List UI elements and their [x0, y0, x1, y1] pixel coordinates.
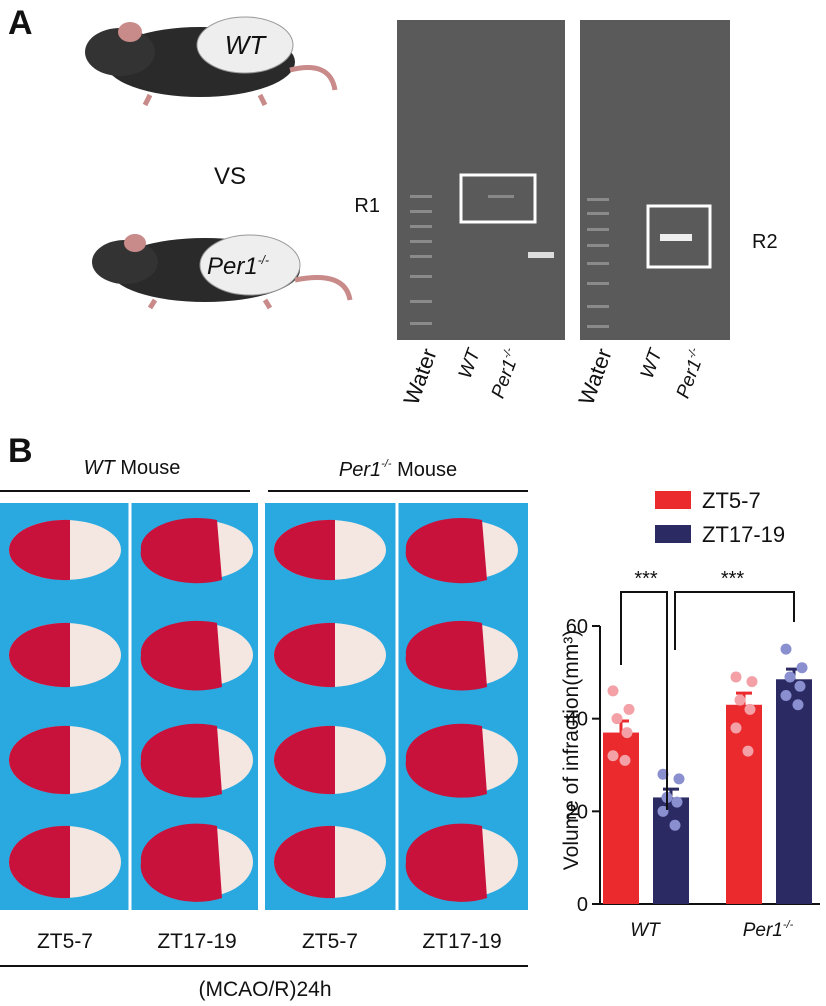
data-point [744, 703, 756, 715]
data-point [607, 750, 619, 762]
bar [776, 679, 812, 904]
y-tick-label: 0 [577, 894, 588, 916]
lane-label: Per1-/- [487, 346, 525, 401]
x-tick-label: Per1-/- [743, 919, 794, 941]
legend-swatch [655, 491, 691, 509]
data-point [742, 745, 754, 757]
group-label: Per1-/- Mouse [339, 458, 457, 481]
lane-label: Water [398, 345, 441, 408]
significance-label: *** [634, 568, 658, 590]
legend-label: ZT17-19 [702, 522, 785, 547]
data-point [657, 805, 669, 817]
legend-label: ZT5-7 [702, 488, 761, 513]
data-point [784, 671, 796, 683]
region-label: R1 [354, 195, 380, 217]
data-point [734, 694, 746, 706]
lane-label: Water [573, 345, 616, 408]
gel [397, 20, 730, 340]
column-label: ZT5-7 [302, 930, 358, 953]
data-point [657, 768, 669, 780]
data-point [780, 643, 792, 655]
lane-label: Per1-/- [672, 346, 710, 401]
group-label: WT Mouse [84, 457, 181, 479]
data-point [730, 671, 742, 683]
condition-label: (MCAO/R)24h [198, 978, 331, 1001]
bar [726, 704, 762, 904]
mouse-illustration [85, 16, 338, 107]
data-point [796, 662, 808, 674]
data-point [794, 680, 806, 692]
panel-label: B [8, 432, 33, 470]
mouse-label: Per1-/- [207, 253, 269, 280]
region-label: R2 [752, 231, 778, 253]
significance-label: *** [721, 568, 745, 590]
data-point [623, 703, 635, 715]
significance-bracket [620, 591, 668, 810]
x-tick-label: WT [630, 920, 661, 941]
y-tick-label: 20 [566, 801, 588, 823]
data-point [780, 690, 792, 701]
column-label: ZT17-19 [422, 930, 501, 953]
data-point [607, 685, 619, 697]
data-point [669, 819, 681, 831]
bar [653, 797, 689, 904]
y-tick-label: 60 [566, 616, 588, 638]
y-tick-label: 40 [566, 709, 588, 731]
data-point [611, 713, 623, 725]
data-point [619, 754, 631, 766]
data-point [746, 676, 758, 688]
data-point [730, 722, 742, 734]
significance-bracket [674, 591, 795, 650]
data-point [671, 796, 683, 808]
panel-label: A [8, 4, 33, 42]
lane-label: WT [637, 345, 667, 381]
y-axis-label: Volume of infraction(mm³) [560, 630, 583, 870]
data-point [792, 699, 804, 711]
data-point [621, 727, 633, 739]
mouse-label: WT [225, 30, 268, 60]
vs-label: VS [214, 163, 246, 190]
lane-label: WT [455, 345, 485, 381]
data-point [673, 773, 685, 785]
column-label: ZT17-19 [157, 930, 236, 953]
mouse-illustration [92, 234, 353, 310]
column-label: ZT5-7 [37, 930, 93, 953]
legend-swatch [655, 525, 691, 543]
brain-photo [0, 503, 528, 910]
